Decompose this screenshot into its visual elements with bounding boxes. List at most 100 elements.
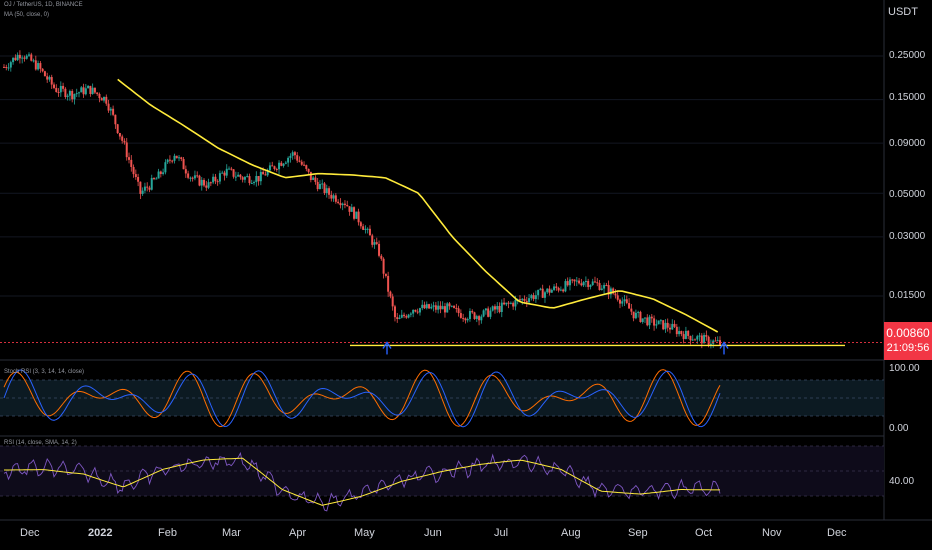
price-candle [378, 243, 381, 256]
price-candle [323, 183, 326, 194]
price-candle [648, 316, 651, 326]
price-candle [162, 172, 165, 174]
price-candle [143, 186, 146, 191]
price-candle [98, 94, 101, 99]
price-candle [282, 163, 285, 166]
price-candle [246, 176, 249, 178]
price-candle [573, 279, 576, 282]
stoch-rsi-label: Stoch RSI (3, 3, 14, 14, close) [4, 369, 85, 375]
price-candle [368, 228, 371, 236]
price-candle [141, 190, 144, 194]
price-candle [664, 322, 667, 330]
price-candle [171, 160, 174, 162]
price-candle [228, 168, 231, 170]
price-candle [198, 175, 201, 186]
price-candle [353, 207, 356, 219]
price-candle [523, 298, 526, 301]
x-tick-label: Mar [222, 527, 241, 539]
price-candle [71, 90, 74, 100]
price-candle [134, 174, 137, 178]
price-candle [175, 155, 178, 159]
price-candle [403, 314, 406, 317]
price-candle [564, 281, 567, 292]
price-candle [321, 183, 324, 185]
price-candle [496, 306, 499, 310]
price-candle [682, 334, 685, 339]
price-candle [453, 305, 456, 308]
price-candle [473, 312, 476, 319]
price-candle [341, 203, 344, 206]
price-candle [668, 327, 671, 330]
price-candle [521, 298, 524, 301]
price-candle [203, 179, 206, 186]
price-candle [643, 317, 646, 319]
price-candle [193, 175, 196, 179]
price-candle [39, 63, 42, 69]
price-candle [330, 194, 333, 199]
price-candle [75, 93, 78, 95]
price-candle [596, 282, 599, 284]
price-candle [400, 314, 403, 318]
price-candle [146, 186, 149, 188]
price-candle [121, 136, 124, 141]
price-candle [391, 296, 394, 307]
price-candle [623, 299, 626, 302]
price-candle [348, 206, 351, 212]
price-candle [93, 87, 96, 93]
up-arrow-icon [382, 341, 392, 349]
price-candle [566, 281, 569, 286]
price-candle [18, 54, 21, 59]
price-candle [132, 166, 135, 175]
price-candle [559, 289, 562, 291]
price-candle [703, 335, 706, 344]
price-candle [398, 317, 401, 319]
price-candle [264, 174, 267, 176]
price-candle [698, 335, 701, 337]
price-candle [437, 305, 440, 310]
price-candle [407, 314, 410, 318]
price-candle [653, 318, 656, 326]
price-candle [707, 336, 710, 345]
price-candle [128, 157, 131, 160]
price-candle [196, 175, 199, 177]
price-candle [243, 177, 246, 180]
price-candle [691, 339, 694, 341]
price-candle [159, 171, 162, 174]
price-candle [457, 308, 460, 314]
price-candle [103, 96, 106, 101]
price-candle [125, 142, 128, 158]
price-candle [628, 303, 631, 309]
stoch-tick-0: 0.00 [889, 423, 909, 434]
price-candle [641, 318, 644, 323]
x-tick-label: Apr [289, 527, 307, 539]
price-candle [548, 288, 551, 293]
y-tick-label: 0.09000 [889, 138, 926, 149]
price-candle [53, 84, 56, 88]
price-candle [582, 281, 585, 286]
price-candle [412, 309, 415, 314]
price-candle [591, 281, 594, 285]
price-candle [421, 304, 424, 309]
price-candle [357, 211, 360, 223]
price-candle [78, 92, 81, 94]
price-candle [280, 162, 283, 166]
x-tick-label: Dec [20, 527, 40, 539]
price-candle [425, 304, 428, 309]
price-candle [432, 305, 435, 307]
x-tick-label: Sep [628, 527, 648, 539]
price-candle [223, 172, 226, 176]
x-tick-label: Oct [695, 527, 713, 539]
rsi-tick-40: 40.00 [889, 476, 915, 487]
price-candle [434, 305, 437, 310]
price-candle [484, 308, 487, 311]
price-candle [180, 157, 183, 160]
price-candle [482, 310, 485, 317]
price-candle [646, 317, 649, 326]
price-candle [632, 311, 635, 319]
price-candle [12, 57, 15, 63]
price-candle [257, 176, 260, 182]
price-candle [207, 182, 210, 188]
x-tick-label: Feb [158, 527, 177, 539]
y-tick-label: 0.05000 [889, 189, 926, 200]
